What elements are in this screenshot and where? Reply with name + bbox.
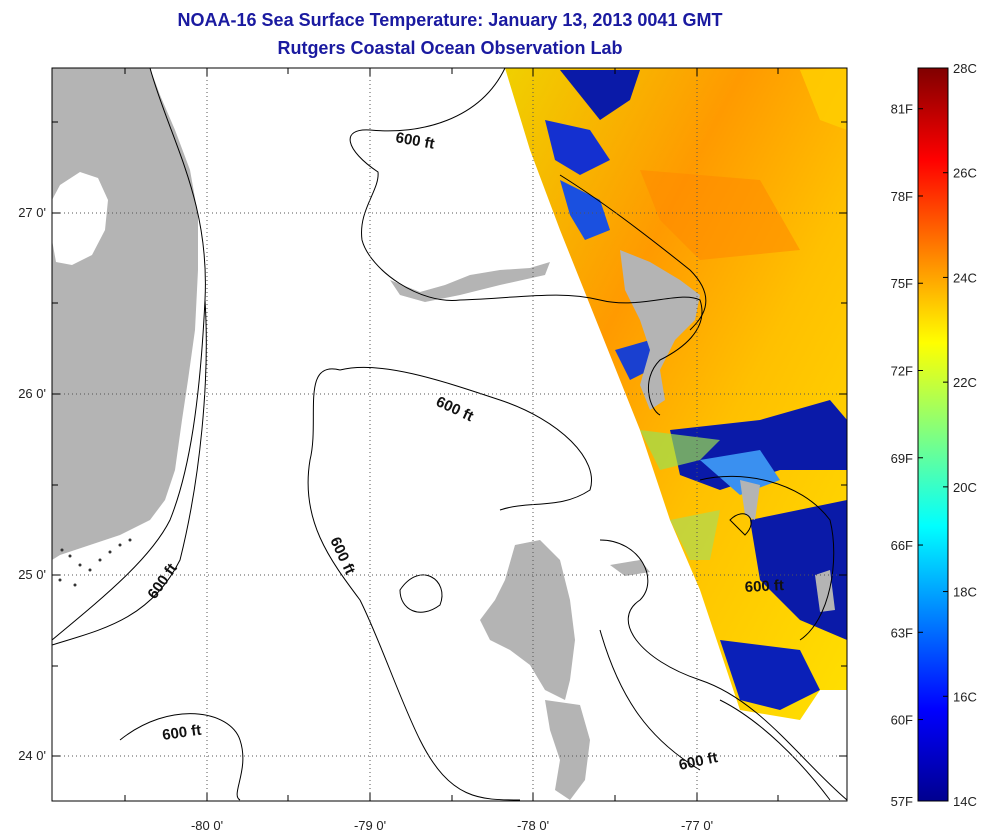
map-title: NOAA-16 Sea Surface Temperature: January…: [177, 10, 723, 30]
colorbar-celsius-label: 20C: [953, 480, 977, 495]
colorbar-celsius-label: 28C: [953, 61, 977, 76]
eleuthera-south-land: [815, 570, 835, 612]
colorbar-fahrenheit-ticks: 81F 78F 75F 72F 69F 66F 63F 60F 57F: [891, 102, 923, 809]
colorbar-celsius-ticks: 28C 26C 24C 22C 20C 18C 16C 14C: [943, 61, 977, 809]
colorbar-celsius-label: 24C: [953, 270, 977, 285]
colorbar-gradient: [917, 67, 949, 802]
colorbar: 28C 26C 24C 22C 20C 18C 16C 14C 81F 78F 75F 72F 69F…: [891, 61, 977, 809]
lat-label-24: 24 0': [18, 748, 46, 763]
lat-label-27: 27 0': [18, 205, 46, 220]
colorbar-fahrenheit-label: 72F: [891, 364, 913, 379]
lon-label-79: -79 0': [354, 818, 386, 833]
colorbar-celsius-label: 18C: [953, 585, 977, 600]
colorbar-fahrenheit-label: 78F: [891, 189, 913, 204]
andros-island: [480, 540, 575, 700]
florida-keys: [58, 538, 132, 587]
new-providence-island: [610, 560, 650, 576]
colorbar-fahrenheit-label: 75F: [891, 276, 913, 291]
colorbar-fahrenheit-label: 60F: [891, 713, 913, 728]
colorbar-celsius-label: 22C: [953, 375, 977, 390]
lat-label-26: 26 0': [18, 386, 46, 401]
lake-okeechobee: [52, 172, 108, 265]
lat-label-25: 25 0': [18, 567, 46, 582]
colorbar-fahrenheit-label: 81F: [891, 102, 913, 117]
eleuthera-north-land: [740, 480, 760, 520]
contour-label-north: 600 ft: [394, 129, 436, 153]
colorbar-fahrenheit-label: 66F: [891, 538, 913, 553]
colorbar-celsius-label: 26C: [953, 166, 977, 181]
bathymetry-contours: [52, 68, 847, 801]
colorbar-celsius-label: 16C: [953, 689, 977, 704]
lon-label-78: -78 0': [517, 818, 549, 833]
map-ticks: [52, 68, 847, 801]
colorbar-fahrenheit-label: 63F: [891, 625, 913, 640]
grand-bahama-island: [390, 262, 550, 302]
colorbar-fahrenheit-label: 57F: [891, 794, 913, 809]
andros-south-land: [545, 700, 590, 800]
colorbar-fahrenheit-label: 69F: [891, 451, 913, 466]
map-gridlines: [52, 68, 847, 801]
map-subtitle: Rutgers Coastal Ocean Observation Lab: [277, 38, 623, 58]
lon-label-80: -80 0': [191, 818, 223, 833]
map-frame: [51, 67, 848, 802]
colorbar-celsius-label: 14C: [953, 794, 977, 809]
contour-label-southwest: 600 ft: [161, 722, 202, 744]
contour-label-east: 600 ft: [744, 577, 784, 596]
lon-label-77: -77 0': [681, 818, 713, 833]
abaco-island: [620, 250, 700, 410]
